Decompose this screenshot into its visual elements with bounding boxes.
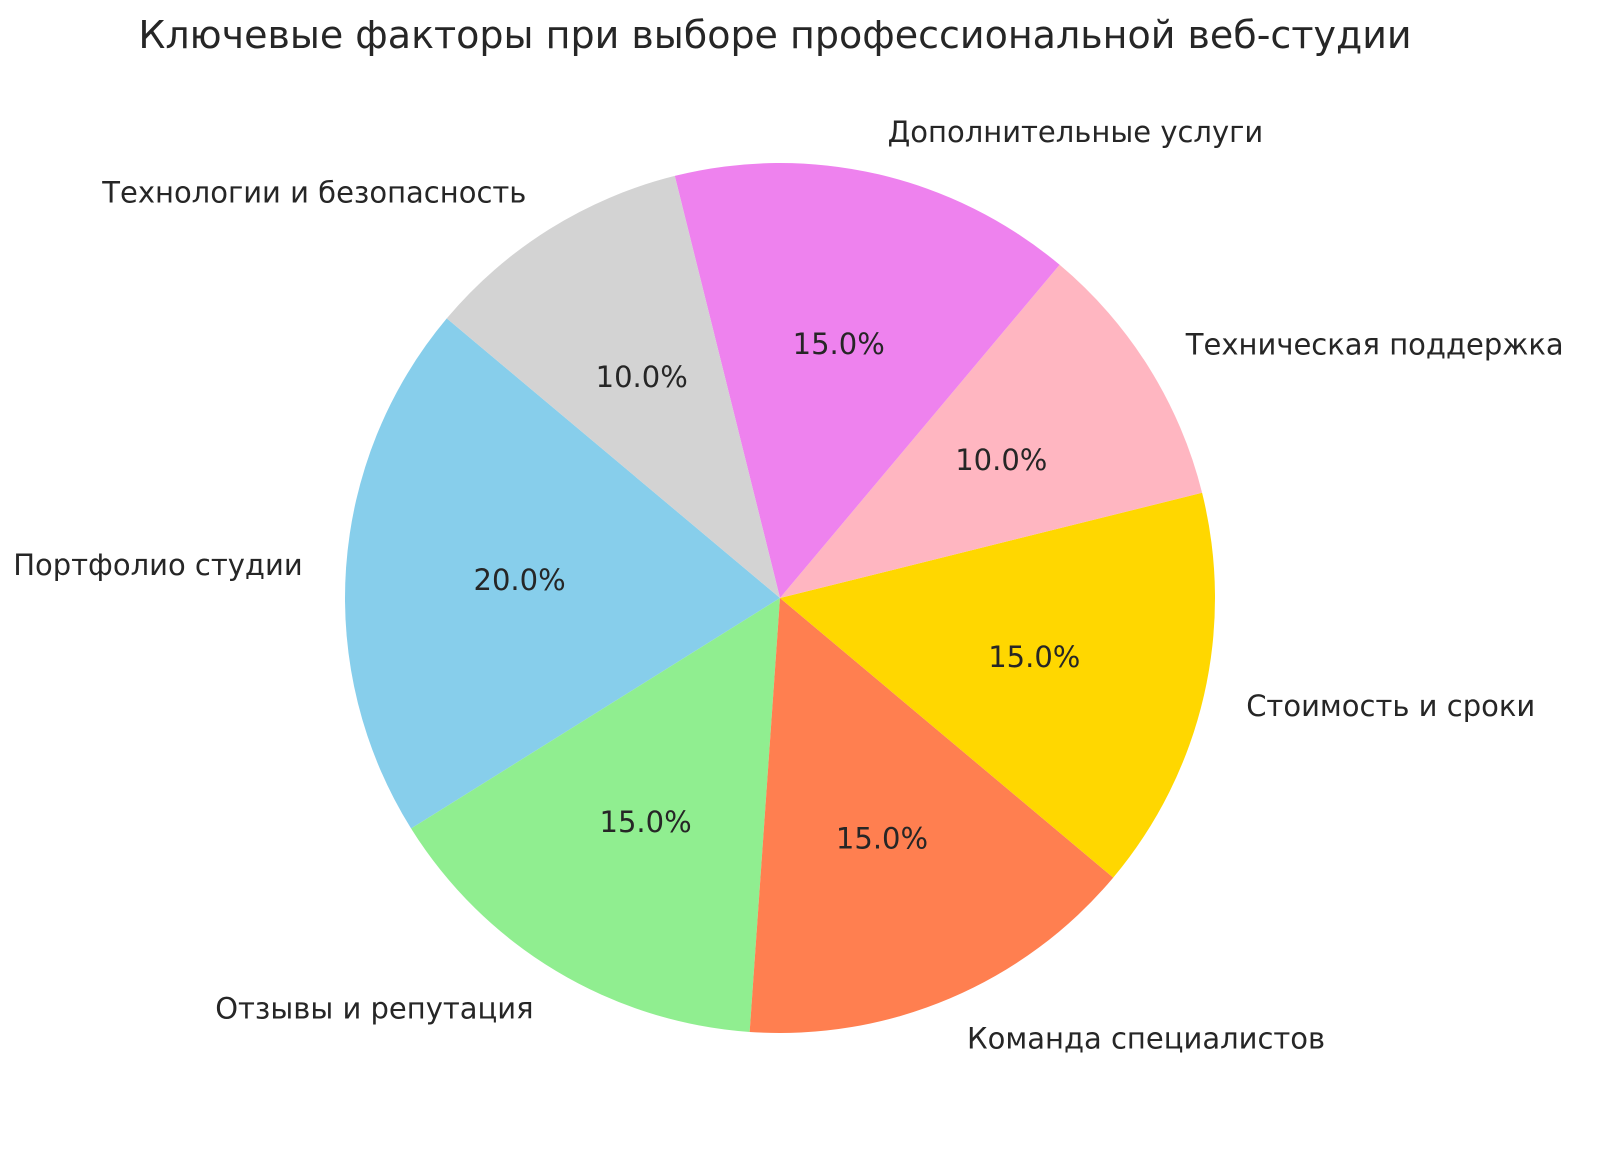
pie-percent-label-1: 15.0% [600,805,692,839]
pie-percent-label-0: 20.0% [474,563,566,597]
pie-slice-0 [345,318,780,829]
pie-slice-label-3: Стоимость и сроки [1246,689,1535,723]
pie-percent-label-2: 15.0% [836,821,928,855]
pie-slice-label-2: Команда специалистов [967,1022,1325,1056]
pie-percent-label-6: 10.0% [596,360,688,394]
pie-slice-label-4: Техническая поддержка [1185,328,1564,362]
pie-percent-labels: 20.0% 15.0% 15.0% 15.0% 10.0% 15.0% 10.0% [474,327,1081,856]
pie-slice-label-1: Отзывы и репутация [215,991,533,1025]
pie-slice-2 [749,598,1114,1033]
pie-slice-5 [674,162,1060,599]
pie-slice-1 [411,598,780,1032]
chart-title: Ключевые факторы при выборе профессионал… [138,13,1411,57]
pie-percent-label-4: 10.0% [955,443,1047,477]
pie-slice-label-0: Портфолио студии [13,548,302,582]
pie-slice-3 [780,492,1216,878]
pie-category-labels: Портфолио студии Отзывы и репутация Команд… [13,115,1563,1056]
pie-slice-4 [780,264,1203,598]
pie-slice-label-6: Технологии и безопасность [101,175,526,209]
pie-slice-6 [446,175,780,599]
pie-percent-label-3: 15.0% [988,640,1080,674]
pie-slices [345,162,1216,1033]
pie-slice-label-5: Дополнительные услуги [888,115,1264,149]
pie-percent-label-5: 15.0% [793,327,885,361]
